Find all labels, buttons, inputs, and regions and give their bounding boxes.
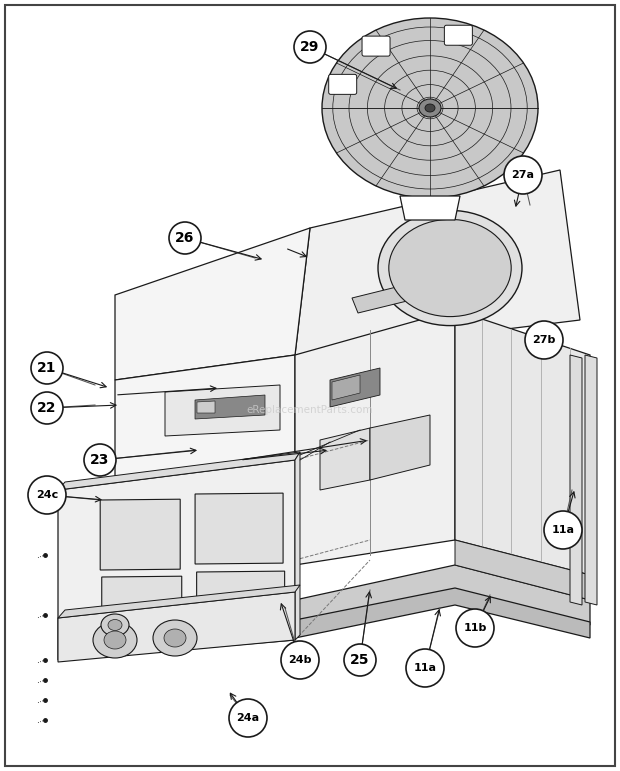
FancyBboxPatch shape (329, 74, 356, 94)
Circle shape (28, 476, 66, 514)
Text: 11b: 11b (463, 623, 487, 633)
Polygon shape (352, 275, 452, 313)
Polygon shape (370, 415, 430, 480)
Text: 23: 23 (91, 453, 110, 467)
Polygon shape (58, 460, 295, 660)
Circle shape (544, 511, 582, 549)
FancyBboxPatch shape (445, 25, 472, 45)
Polygon shape (295, 170, 580, 355)
Text: 24c: 24c (36, 490, 58, 500)
Polygon shape (295, 452, 300, 640)
Polygon shape (197, 571, 285, 620)
Circle shape (169, 222, 201, 254)
Text: 25: 25 (350, 653, 370, 667)
Text: 11a: 11a (414, 663, 436, 673)
Polygon shape (115, 228, 310, 380)
Circle shape (281, 641, 319, 679)
Ellipse shape (378, 210, 522, 325)
Ellipse shape (93, 622, 137, 658)
Polygon shape (165, 385, 280, 436)
Circle shape (31, 392, 63, 424)
Polygon shape (102, 576, 182, 625)
Polygon shape (195, 395, 265, 419)
Circle shape (294, 31, 326, 63)
Ellipse shape (322, 18, 538, 198)
Text: 24a: 24a (236, 713, 260, 723)
Circle shape (229, 699, 267, 737)
Text: eReplacementParts.com: eReplacementParts.com (247, 405, 373, 415)
FancyBboxPatch shape (362, 36, 390, 56)
Text: 24b: 24b (288, 655, 312, 665)
Text: 29: 29 (300, 40, 320, 54)
Polygon shape (330, 368, 380, 407)
Ellipse shape (104, 631, 126, 649)
Polygon shape (570, 355, 582, 605)
Ellipse shape (101, 614, 129, 636)
Polygon shape (100, 499, 180, 570)
Circle shape (504, 156, 542, 194)
Polygon shape (130, 588, 590, 648)
Circle shape (406, 649, 444, 687)
Polygon shape (585, 355, 597, 605)
Ellipse shape (164, 629, 186, 647)
Ellipse shape (425, 104, 435, 112)
Text: 26: 26 (175, 231, 195, 245)
Circle shape (84, 444, 116, 476)
Polygon shape (197, 401, 215, 413)
Circle shape (525, 321, 563, 359)
Polygon shape (195, 493, 283, 564)
Ellipse shape (108, 620, 122, 631)
Polygon shape (455, 540, 590, 600)
Circle shape (31, 352, 63, 384)
Polygon shape (115, 355, 295, 610)
Text: 27a: 27a (512, 170, 534, 180)
Text: 22: 22 (37, 401, 57, 415)
Polygon shape (58, 585, 300, 618)
Text: 21: 21 (37, 361, 57, 375)
Polygon shape (58, 592, 295, 662)
Ellipse shape (419, 99, 441, 117)
Circle shape (456, 609, 494, 647)
Polygon shape (58, 452, 300, 490)
Ellipse shape (153, 620, 197, 656)
Ellipse shape (389, 220, 512, 317)
Polygon shape (455, 310, 590, 575)
Polygon shape (115, 565, 590, 632)
Polygon shape (320, 428, 370, 490)
Polygon shape (332, 375, 360, 400)
Polygon shape (400, 196, 460, 220)
Polygon shape (295, 310, 455, 565)
Text: 11a: 11a (552, 525, 575, 535)
Circle shape (344, 644, 376, 676)
Text: 27b: 27b (533, 335, 556, 345)
